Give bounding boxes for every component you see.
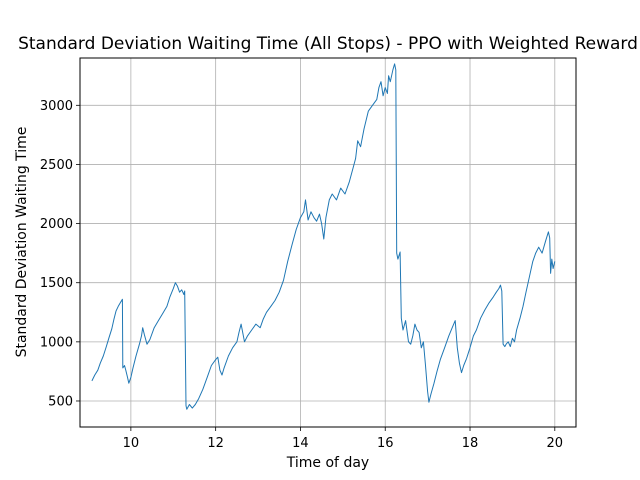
grid-lines [80, 58, 576, 427]
x-tick-label: 10 [123, 436, 140, 451]
y-axis-label: Standard Deviation Waiting Time [14, 127, 30, 358]
y-tick-label: 3000 [40, 99, 73, 114]
series-line [91, 63, 556, 410]
x-tick-label: 16 [377, 436, 394, 451]
y-tick-label: 2000 [40, 217, 73, 232]
x-axis-label: Time of day [286, 455, 369, 471]
y-tick-label: 1000 [40, 335, 73, 350]
x-tick-label: 14 [292, 436, 309, 451]
x-tick-label: 20 [547, 436, 564, 451]
y-tick-label: 1500 [40, 276, 73, 291]
x-tick-label: 18 [462, 436, 479, 451]
y-tick-label: 2500 [40, 158, 73, 173]
y-tick-label: 500 [48, 394, 73, 409]
plot-area-frame [79, 57, 577, 428]
x-tick-label: 12 [207, 436, 224, 451]
series-layer [91, 63, 556, 410]
chart-title: Standard Deviation Waiting Time (All Sto… [18, 34, 638, 54]
tick-marks-and-labels: 10 12 14 16 18 20 500 1000 1500 2000 2500 3000 [40, 99, 563, 451]
